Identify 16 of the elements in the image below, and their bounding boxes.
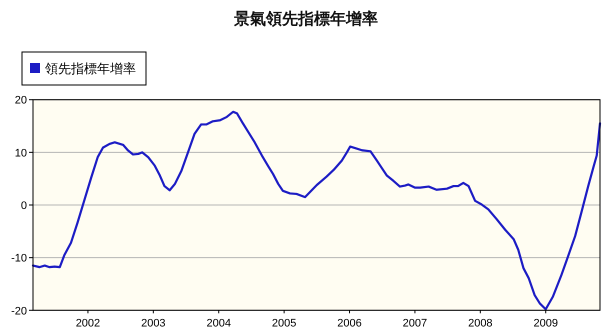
y-tick-label: -10 (11, 252, 27, 265)
legend-label: 領先指標年增率 (45, 61, 136, 76)
y-tick-label: -20 (11, 305, 27, 318)
x-tick-label: 2007 (402, 317, 428, 330)
y-tick-label: 10 (14, 147, 27, 160)
chart-title: 景氣領先指標年增率 (233, 9, 378, 28)
x-tick-label: 2002 (76, 317, 100, 330)
x-tick-label: 2005 (272, 317, 296, 330)
y-tick-label: 0 (20, 200, 27, 212)
x-tick-label: 2009 (533, 317, 558, 330)
x-tick-label: 2006 (337, 317, 362, 330)
x-tick-label: 2008 (468, 317, 493, 330)
x-tick-label: 2004 (206, 317, 231, 330)
x-tick-label: 2003 (141, 317, 166, 330)
line-series (32, 110, 602, 310)
y-tick-label: 20 (14, 94, 27, 107)
